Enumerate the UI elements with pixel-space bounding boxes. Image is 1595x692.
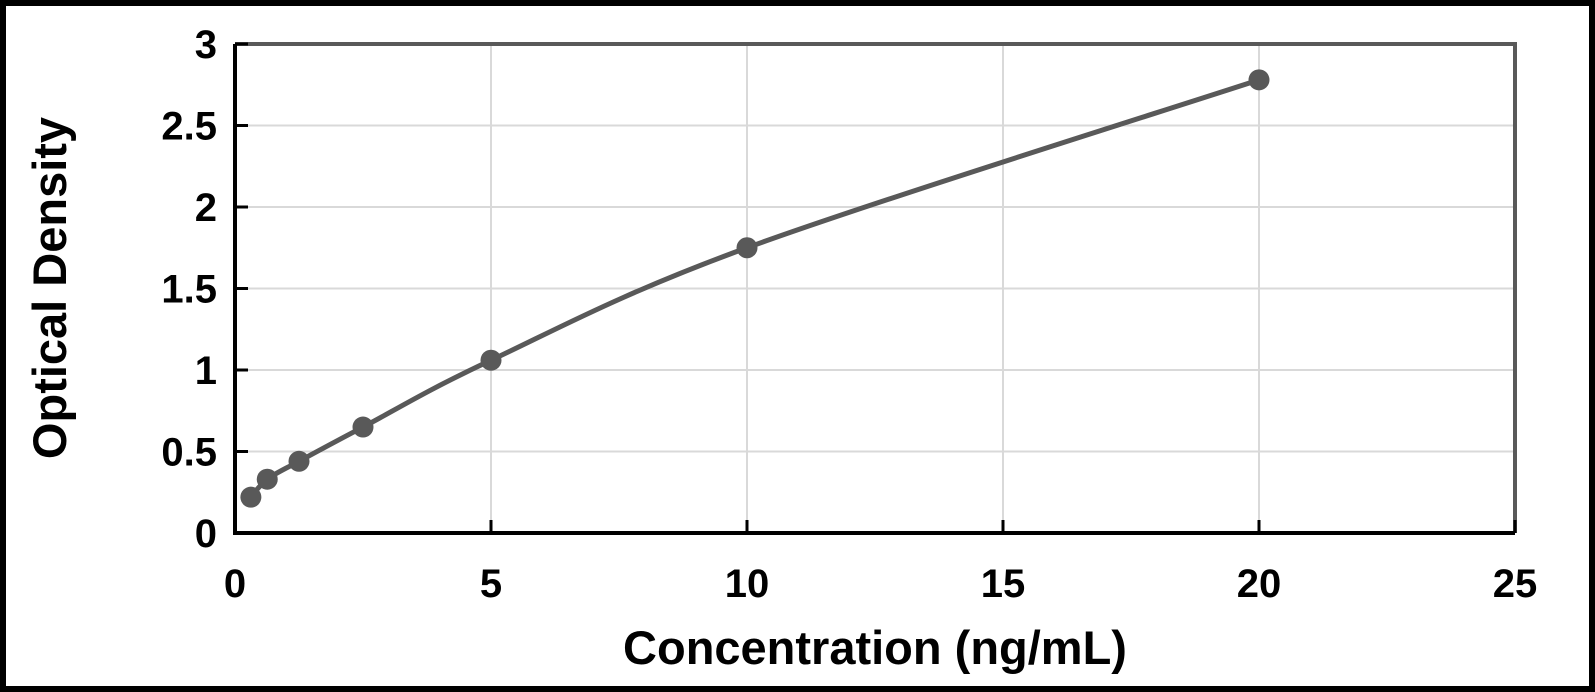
data-point-marker bbox=[480, 349, 502, 371]
y-tick-label: 1.5 bbox=[161, 268, 217, 312]
x-tick-label: 15 bbox=[981, 562, 1026, 606]
data-point-marker bbox=[288, 450, 310, 472]
data-point-marker bbox=[736, 237, 758, 259]
gridlines bbox=[235, 43, 1516, 533]
plot-area-border bbox=[235, 42, 1517, 533]
data-point-marker bbox=[256, 468, 278, 490]
plot-border-line bbox=[235, 42, 1517, 533]
tick-marks bbox=[233, 42, 1517, 535]
x-tick-label: 0 bbox=[224, 562, 246, 606]
x-axis-title: Concentration (ng/mL) bbox=[623, 621, 1127, 674]
data-point-marker bbox=[1248, 69, 1270, 91]
data-point-marker bbox=[240, 486, 262, 508]
y-tick-label: 2 bbox=[195, 186, 217, 230]
y-tick-label: 3 bbox=[195, 23, 217, 67]
y-axis-title: Optical Density bbox=[23, 117, 76, 459]
x-tick-label: 25 bbox=[1493, 562, 1538, 606]
y-tick-label: 0 bbox=[195, 512, 217, 556]
x-tick-label: 10 bbox=[725, 562, 770, 606]
data-series bbox=[240, 69, 1270, 508]
y-tick-label: 2.5 bbox=[161, 105, 217, 149]
tick-labels: 0 0.5 1 1.5 2 2.5 3 0 5 10 15 20 25 bbox=[161, 23, 1537, 606]
data-point-marker bbox=[352, 416, 374, 438]
y-tick-label: 1 bbox=[195, 349, 217, 393]
y-tick-label: 0.5 bbox=[161, 431, 217, 475]
x-tick-label: 20 bbox=[1237, 562, 1282, 606]
x-tick-label: 5 bbox=[480, 562, 502, 606]
